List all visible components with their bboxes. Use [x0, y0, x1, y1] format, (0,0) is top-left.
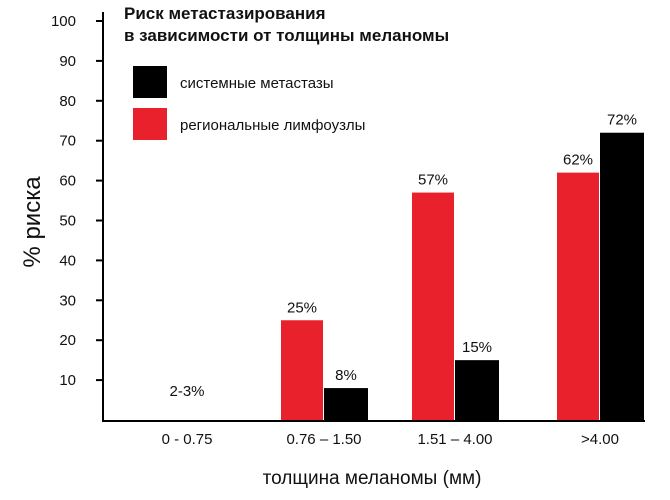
x-axis-label: толщина меланомы (мм) — [263, 468, 482, 489]
axes — [102, 12, 645, 422]
y-ticks: 10 20 30 40 50 60 70 80 90 100 — [51, 13, 103, 389]
x-category-label: >4.00 — [581, 431, 619, 448]
y-tick-label: 20 — [59, 332, 76, 349]
systemic-metastasis-bar — [600, 132, 644, 420]
y-tick-label: 70 — [59, 133, 76, 150]
y-tick-label: 50 — [59, 213, 76, 230]
lymph-node-bar — [412, 192, 454, 420]
data-label: 72% — [607, 112, 637, 129]
data-label: 8% — [335, 367, 357, 384]
y-tick-label: 100 — [51, 13, 76, 30]
legend-swatch — [133, 108, 167, 140]
y-tick-label: 60 — [59, 173, 76, 190]
data-label: 25% — [287, 299, 317, 316]
category-labels: 0 - 0.75 0.76 – 1.50 1.51 – 4.00 >4.00 — [162, 431, 619, 448]
data-label: 2-3% — [169, 383, 204, 400]
legend-label: региональные лимфоузлы — [180, 117, 365, 134]
y-tick-label: 30 — [59, 292, 76, 309]
y-tick-label: 10 — [59, 372, 76, 389]
lymph-node-bar — [557, 172, 599, 420]
legend-label: системные метастазы — [180, 75, 334, 92]
legend-swatch — [133, 66, 167, 98]
y-tick-label: 40 — [59, 252, 76, 269]
chart-title-line-1: Риск метастазирования — [124, 4, 326, 23]
y-tick-label: 80 — [59, 93, 76, 110]
chart-title: Риск метастазирования в зависимости от т… — [124, 4, 449, 45]
lymph-node-bar — [281, 320, 323, 420]
x-category-label: 1.51 – 4.00 — [417, 431, 492, 448]
data-label: 15% — [462, 339, 492, 356]
y-tick-label: 90 — [59, 53, 76, 70]
data-label: 57% — [418, 172, 448, 189]
y-axis-label: % риска — [19, 176, 46, 268]
chart-title-line-2: в зависимости от толщины меланомы — [124, 26, 449, 45]
legend: системные метастазы региональные лимфоузл… — [133, 66, 365, 140]
systemic-metastasis-bar — [324, 388, 368, 420]
data-labels: 2-3% 25% 8% 57% 15% 62% 72% — [169, 112, 637, 400]
bars — [281, 132, 644, 420]
systemic-metastasis-bar — [455, 360, 499, 420]
data-label: 62% — [563, 152, 593, 169]
x-category-label: 0 - 0.75 — [162, 431, 213, 448]
x-category-label: 0.76 – 1.50 — [286, 431, 361, 448]
